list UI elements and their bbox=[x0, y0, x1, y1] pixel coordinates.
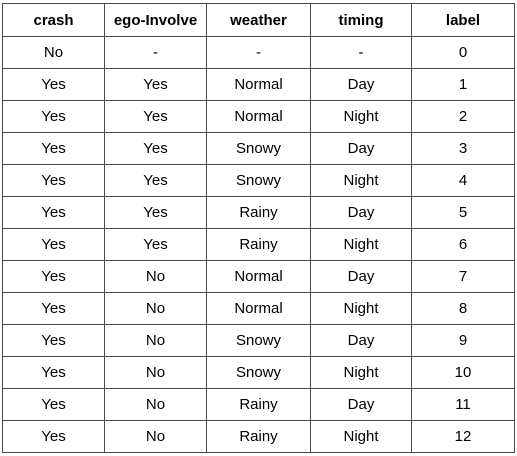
cell-crash: Yes bbox=[2, 164, 105, 197]
cell-ego-involve: Yes bbox=[104, 228, 207, 261]
cell-timing: Day bbox=[310, 260, 412, 293]
cell-label: 9 bbox=[411, 324, 515, 357]
cell-ego-involve: Yes bbox=[104, 68, 207, 101]
cell-timing: Night bbox=[310, 356, 412, 389]
cell-label: 6 bbox=[411, 228, 515, 261]
cell-label: 3 bbox=[411, 132, 515, 165]
cell-label: 2 bbox=[411, 100, 515, 133]
table-row: Yes No Normal Day 7 bbox=[2, 260, 515, 293]
table-row: Yes Yes Rainy Night 6 bbox=[2, 228, 515, 261]
cell-weather: Snowy bbox=[206, 132, 311, 165]
cell-label: 1 bbox=[411, 68, 515, 101]
header-timing: timing bbox=[310, 3, 412, 37]
cell-label: 7 bbox=[411, 260, 515, 293]
cell-ego-involve: No bbox=[104, 420, 207, 453]
cell-weather: Normal bbox=[206, 68, 311, 101]
cell-timing: Night bbox=[310, 164, 412, 197]
table-row: Yes Yes Normal Day 1 bbox=[2, 68, 515, 101]
cell-crash: Yes bbox=[2, 356, 105, 389]
cell-ego-involve: - bbox=[104, 36, 207, 69]
cell-weather: Normal bbox=[206, 100, 311, 133]
cell-label: 4 bbox=[411, 164, 515, 197]
cell-ego-involve: No bbox=[104, 356, 207, 389]
table-row: No - - -0 bbox=[2, 36, 515, 69]
table-row: Yes No Rainy Night 12 bbox=[2, 420, 515, 453]
cell-weather: - bbox=[206, 36, 311, 69]
cell-weather: Normal bbox=[206, 292, 311, 325]
cell-label: 10 bbox=[411, 356, 515, 389]
cell-label: 5 bbox=[411, 196, 515, 229]
cell-weather: Snowy bbox=[206, 164, 311, 197]
table-row: Yes No Rainy Day 11 bbox=[2, 388, 515, 421]
table-header-row: crash ego-Involve weather timing label bbox=[2, 3, 515, 37]
table-row: Yes Yes Normal Night 2 bbox=[2, 100, 515, 133]
table-row: Yes No Normal Night 8 bbox=[2, 292, 515, 325]
cell-timing: Night bbox=[310, 292, 412, 325]
table-body: No - - -0 Yes Yes Normal Day 1 Yes Yes Normal Night 2… bbox=[2, 36, 515, 453]
cell-weather: Rainy bbox=[206, 388, 311, 421]
cell-weather: Rainy bbox=[206, 420, 311, 453]
table-row: Yes Yes Rainy Day 5 bbox=[2, 196, 515, 229]
cell-timing: Night bbox=[310, 420, 412, 453]
cell-crash: Yes bbox=[2, 228, 105, 261]
cell-crash: Yes bbox=[2, 420, 105, 453]
cell-label: 0 bbox=[411, 36, 515, 69]
label-table-container: crash ego-Involve weather timing label N… bbox=[2, 3, 515, 453]
cell-timing: Day bbox=[310, 68, 412, 101]
header-label: label bbox=[411, 3, 515, 37]
cell-timing: Day bbox=[310, 388, 412, 421]
cell-ego-involve: No bbox=[104, 260, 207, 293]
cell-label: 8 bbox=[411, 292, 515, 325]
cell-ego-involve: Yes bbox=[104, 196, 207, 229]
cell-timing: Night bbox=[310, 100, 412, 133]
cell-weather: Rainy bbox=[206, 228, 311, 261]
cell-crash: No bbox=[2, 36, 105, 69]
cell-weather: Normal bbox=[206, 260, 311, 293]
cell-ego-involve: Yes bbox=[104, 100, 207, 133]
table-row: Yes Yes Snowy Night 4 bbox=[2, 164, 515, 197]
cell-timing: Day bbox=[310, 132, 412, 165]
header-crash: crash bbox=[2, 3, 105, 37]
cell-crash: Yes bbox=[2, 260, 105, 293]
cell-crash: Yes bbox=[2, 292, 105, 325]
cell-crash: Yes bbox=[2, 132, 105, 165]
cell-weather: Snowy bbox=[206, 324, 311, 357]
table-row: Yes Yes Snowy Day 3 bbox=[2, 132, 515, 165]
cell-crash: Yes bbox=[2, 388, 105, 421]
cell-ego-involve: No bbox=[104, 388, 207, 421]
cell-ego-involve: No bbox=[104, 324, 207, 357]
cell-crash: Yes bbox=[2, 196, 105, 229]
cell-timing: - bbox=[310, 36, 412, 69]
cell-timing: Day bbox=[310, 196, 412, 229]
header-ego-involve: ego-Involve bbox=[104, 3, 207, 37]
table-row: Yes No Snowy Night 10 bbox=[2, 356, 515, 389]
cell-crash: Yes bbox=[2, 324, 105, 357]
cell-crash: Yes bbox=[2, 68, 105, 101]
cell-weather: Rainy bbox=[206, 196, 311, 229]
cell-ego-involve: No bbox=[104, 292, 207, 325]
cell-ego-involve: Yes bbox=[104, 164, 207, 197]
label-table: crash ego-Involve weather timing label N… bbox=[2, 3, 515, 453]
table-row: Yes No Snowy Day 9 bbox=[2, 324, 515, 357]
cell-timing: Night bbox=[310, 228, 412, 261]
cell-label: 11 bbox=[411, 388, 515, 421]
cell-crash: Yes bbox=[2, 100, 105, 133]
cell-timing: Day bbox=[310, 324, 412, 357]
header-weather: weather bbox=[206, 3, 311, 37]
cell-ego-involve: Yes bbox=[104, 132, 207, 165]
cell-weather: Snowy bbox=[206, 356, 311, 389]
cell-label: 12 bbox=[411, 420, 515, 453]
